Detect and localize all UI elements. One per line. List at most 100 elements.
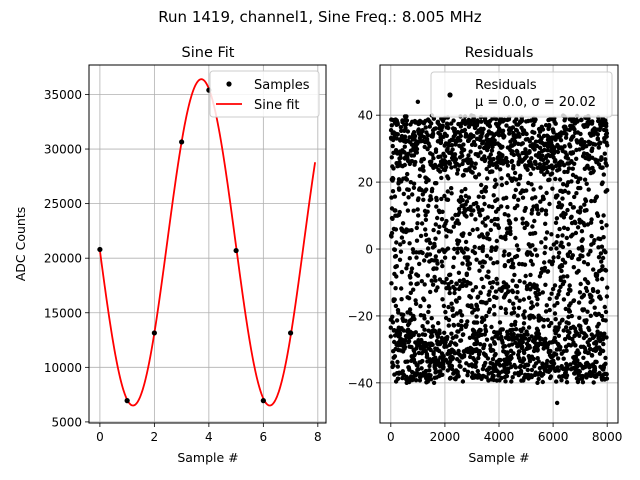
residual-point	[501, 253, 506, 258]
residual-point	[566, 166, 572, 171]
residual-point	[399, 297, 404, 302]
residual-point	[492, 312, 497, 317]
residual-point	[435, 215, 440, 221]
residual-point	[586, 252, 591, 257]
residual-point	[556, 333, 562, 338]
residual-point	[550, 259, 556, 264]
residual-point	[401, 239, 406, 245]
residual-point	[488, 227, 493, 233]
residual-point	[604, 223, 609, 228]
residual-point	[441, 364, 446, 370]
x-tick-label: 4	[205, 430, 213, 444]
residual-point	[576, 268, 581, 274]
residual-point	[576, 351, 582, 356]
residual-point	[572, 194, 577, 200]
residual-point	[547, 296, 552, 301]
residual-point	[449, 186, 454, 191]
residual-point	[390, 189, 396, 194]
residual-point	[457, 359, 462, 364]
residual-point	[599, 244, 605, 249]
sample-point	[260, 398, 266, 404]
residual-point	[509, 158, 515, 164]
residual-point	[530, 135, 535, 141]
residual-point	[493, 177, 498, 183]
residual-point	[535, 302, 540, 307]
residual-point	[401, 328, 406, 333]
residual-point	[404, 122, 409, 127]
residual-point	[504, 155, 509, 161]
sample-point	[179, 139, 185, 145]
residual-point	[422, 332, 428, 337]
residual-point	[490, 169, 495, 174]
residual-point	[438, 369, 443, 374]
residual-point	[555, 233, 560, 239]
residual-point	[505, 350, 510, 355]
residual-point	[394, 274, 399, 279]
residual-point	[456, 348, 461, 354]
residual-point	[449, 121, 454, 126]
residual-point	[438, 154, 443, 159]
residual-point	[512, 193, 517, 199]
residual-point	[505, 204, 510, 210]
residual-point	[580, 248, 585, 253]
residual-point	[516, 305, 522, 311]
residual-point	[549, 232, 554, 237]
residual-point	[545, 317, 550, 322]
residual-point	[602, 304, 607, 310]
residual-point	[604, 163, 609, 168]
residual-point	[404, 177, 410, 182]
residual-point	[473, 175, 479, 180]
residual-point	[591, 267, 596, 272]
residual-point	[433, 278, 438, 283]
residual-point	[406, 296, 412, 301]
residual-point	[430, 282, 436, 287]
residual-point	[599, 267, 604, 273]
residual-point	[505, 369, 511, 375]
residual-point	[398, 249, 404, 254]
x-tick-label: 0	[387, 430, 395, 444]
residual-point	[511, 301, 516, 306]
residual-point	[445, 122, 450, 127]
residual-point	[541, 371, 546, 377]
residual-point	[478, 213, 483, 218]
residual-point	[605, 143, 610, 148]
residual-point	[603, 355, 608, 361]
residual-point	[464, 322, 469, 328]
residual-point	[425, 209, 430, 214]
residual-point	[477, 145, 482, 150]
residual-point	[592, 368, 598, 373]
residual-point	[418, 233, 424, 239]
residual-point	[482, 201, 487, 207]
residual-point	[451, 323, 457, 328]
residual-point	[496, 225, 501, 230]
residual-point	[407, 307, 413, 312]
residual-point	[461, 352, 467, 358]
residual-point	[447, 161, 453, 166]
residual-point	[481, 194, 486, 200]
residual-point	[559, 378, 564, 383]
residual-point	[535, 380, 540, 385]
residual-point	[536, 376, 541, 382]
residual-point	[416, 333, 422, 338]
residual-point	[475, 118, 480, 123]
residuals-title: Residuals	[465, 45, 534, 61]
residual-point	[406, 195, 411, 200]
residual-point	[456, 221, 462, 226]
residual-point	[527, 139, 532, 144]
residual-point	[445, 146, 450, 152]
residual-point	[420, 128, 425, 133]
residual-point	[565, 226, 570, 232]
residual-point	[596, 245, 601, 250]
residual-point	[506, 213, 511, 218]
residual-point	[555, 356, 561, 361]
residual-point	[408, 180, 413, 185]
residual-point	[480, 244, 486, 249]
residual-point	[535, 296, 540, 302]
residual-point	[516, 197, 521, 202]
residual-point	[504, 195, 509, 200]
residual-point	[596, 255, 602, 260]
residual-point	[415, 207, 420, 212]
residual-point	[422, 316, 427, 321]
sine-fit-legend: Samples Sine fit	[209, 70, 320, 118]
residual-point	[554, 352, 559, 357]
